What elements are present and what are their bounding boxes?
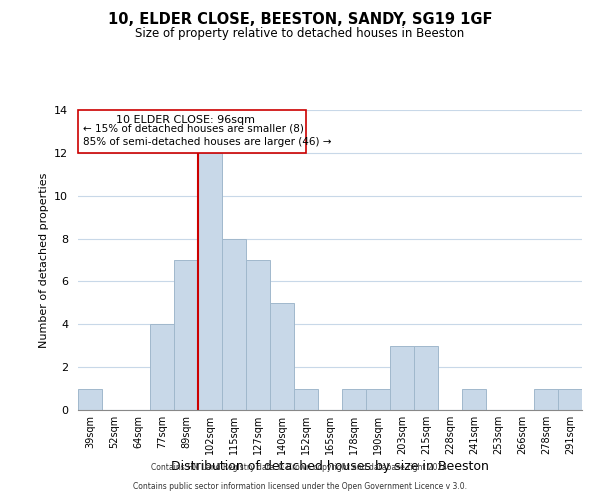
- Bar: [270, 303, 294, 410]
- Bar: [390, 346, 414, 410]
- Text: 10 ELDER CLOSE: 96sqm: 10 ELDER CLOSE: 96sqm: [116, 116, 256, 126]
- Bar: [78, 388, 102, 410]
- Text: Contains HM Land Registry data © Crown copyright and database right 2024.: Contains HM Land Registry data © Crown c…: [151, 464, 449, 472]
- Bar: [150, 324, 174, 410]
- Bar: [174, 260, 198, 410]
- FancyBboxPatch shape: [78, 110, 306, 153]
- Bar: [198, 153, 222, 410]
- Bar: [534, 388, 558, 410]
- Bar: [294, 388, 318, 410]
- Y-axis label: Number of detached properties: Number of detached properties: [38, 172, 49, 348]
- Bar: [342, 388, 366, 410]
- Bar: [558, 388, 582, 410]
- X-axis label: Distribution of detached houses by size in Beeston: Distribution of detached houses by size …: [171, 460, 489, 473]
- Text: 85% of semi-detached houses are larger (46) →: 85% of semi-detached houses are larger (…: [83, 137, 331, 147]
- Text: Size of property relative to detached houses in Beeston: Size of property relative to detached ho…: [136, 28, 464, 40]
- Bar: [222, 238, 246, 410]
- Bar: [366, 388, 390, 410]
- Bar: [462, 388, 486, 410]
- Bar: [246, 260, 270, 410]
- Text: 10, ELDER CLOSE, BEESTON, SANDY, SG19 1GF: 10, ELDER CLOSE, BEESTON, SANDY, SG19 1G…: [108, 12, 492, 28]
- Text: ← 15% of detached houses are smaller (8): ← 15% of detached houses are smaller (8): [83, 124, 304, 134]
- Bar: [414, 346, 438, 410]
- Text: Contains public sector information licensed under the Open Government Licence v : Contains public sector information licen…: [133, 482, 467, 491]
